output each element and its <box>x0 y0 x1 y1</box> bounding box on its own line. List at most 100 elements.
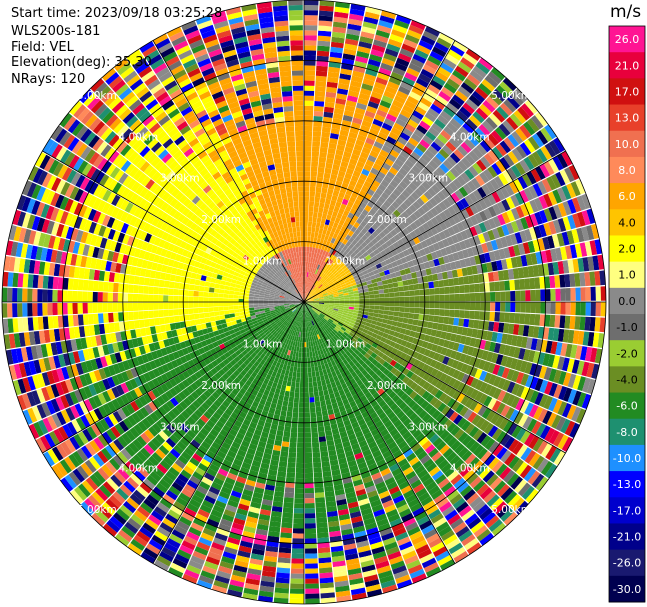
velocity-gate <box>510 220 520 233</box>
velocity-gate <box>390 560 406 570</box>
velocity-gate <box>169 533 183 545</box>
velocity-gate <box>355 55 369 64</box>
velocity-gate <box>373 81 387 91</box>
velocity-gate <box>304 130 313 137</box>
velocity-gate <box>256 445 265 453</box>
velocity-gate <box>467 411 478 423</box>
velocity-gate <box>460 363 469 373</box>
velocity-gate <box>374 384 382 392</box>
velocity-gate <box>399 269 406 276</box>
velocity-gate <box>309 262 313 268</box>
velocity-gate <box>378 358 386 366</box>
velocity-gate <box>254 429 263 437</box>
velocity-gate <box>378 463 389 472</box>
velocity-gate <box>532 239 541 252</box>
velocity-gate <box>394 306 400 312</box>
velocity-gate <box>383 90 396 100</box>
velocity-gate <box>426 210 435 220</box>
velocity-gate <box>415 432 426 443</box>
velocity-gate <box>414 161 425 171</box>
velocity-gate <box>365 485 377 494</box>
velocity-gate <box>340 326 347 332</box>
velocity-gate <box>438 392 448 403</box>
velocity-gate <box>365 264 372 270</box>
velocity-gate <box>246 447 256 456</box>
velocity-gate <box>321 325 327 331</box>
velocity-gate <box>349 279 356 284</box>
velocity-gate <box>313 391 319 398</box>
velocity-gate <box>331 276 337 282</box>
velocity-gate <box>261 499 273 506</box>
velocity-gate <box>427 321 434 329</box>
velocity-gate <box>334 302 340 304</box>
velocity-gate <box>236 415 245 424</box>
velocity-gate <box>375 200 383 208</box>
velocity-gate <box>534 277 541 289</box>
velocity-gate <box>407 155 418 165</box>
velocity-gate <box>359 423 368 431</box>
velocity-gate <box>357 245 364 252</box>
velocity-gate <box>369 467 380 476</box>
velocity-gate <box>249 558 264 566</box>
velocity-gate <box>524 215 534 228</box>
velocity-gate <box>464 453 477 466</box>
velocity-gate <box>389 306 395 312</box>
velocity-gate <box>214 437 224 446</box>
velocity-gate <box>323 324 328 330</box>
velocity-gate <box>366 105 378 114</box>
velocity-gate <box>273 597 289 604</box>
velocity-gate <box>491 522 507 536</box>
velocity-gate <box>466 73 481 87</box>
velocity-gate <box>311 292 317 297</box>
velocity-gate <box>522 325 530 337</box>
velocity-gate <box>298 306 302 311</box>
velocity-gate <box>403 489 415 499</box>
velocity-gate <box>455 129 468 142</box>
velocity-gate <box>361 369 368 377</box>
velocity-gate <box>238 545 252 554</box>
velocity-gate <box>382 314 389 320</box>
velocity-gate <box>373 476 384 485</box>
velocity-gate <box>283 337 288 344</box>
velocity-gate <box>293 320 297 326</box>
velocity-gate <box>327 147 336 155</box>
velocity-gate <box>537 238 546 251</box>
velocity-gate <box>440 347 448 356</box>
velocity-gate <box>413 283 420 290</box>
velocity-gate <box>405 421 416 431</box>
velocity-gate <box>555 302 561 315</box>
velocity-gate <box>349 302 355 305</box>
velocity-gate <box>561 357 570 372</box>
velocity-gate <box>582 257 590 272</box>
velocity-gate <box>171 481 184 492</box>
velocity-gate <box>265 443 274 450</box>
velocity-gate <box>347 163 356 171</box>
velocity-gate <box>380 445 390 455</box>
velocity-gate <box>455 403 465 414</box>
velocity-gate <box>354 296 360 300</box>
velocity-gate <box>459 406 469 417</box>
velocity-gate <box>483 395 493 407</box>
velocity-gate <box>392 99 404 109</box>
velocity-gate <box>299 382 304 388</box>
velocity-gate <box>456 462 468 474</box>
velocity-gate <box>444 246 453 255</box>
velocity-gate <box>345 356 352 363</box>
velocity-gate <box>428 159 439 170</box>
velocity-gate <box>300 372 304 378</box>
velocity-gate <box>231 441 241 450</box>
velocity-gate <box>328 242 334 249</box>
velocity-gate <box>297 310 300 316</box>
velocity-gate <box>359 173 368 181</box>
velocity-gate <box>446 236 455 246</box>
velocity-gate <box>328 204 335 211</box>
velocity-gate <box>245 452 255 460</box>
velocity-gate <box>555 171 566 187</box>
velocity-gate <box>308 310 311 316</box>
velocity-gate <box>428 281 435 289</box>
velocity-gate <box>298 407 304 413</box>
velocity-gate <box>290 318 294 324</box>
velocity-gate <box>343 419 351 427</box>
velocity-gate <box>301 317 304 323</box>
velocity-gate <box>279 363 284 370</box>
